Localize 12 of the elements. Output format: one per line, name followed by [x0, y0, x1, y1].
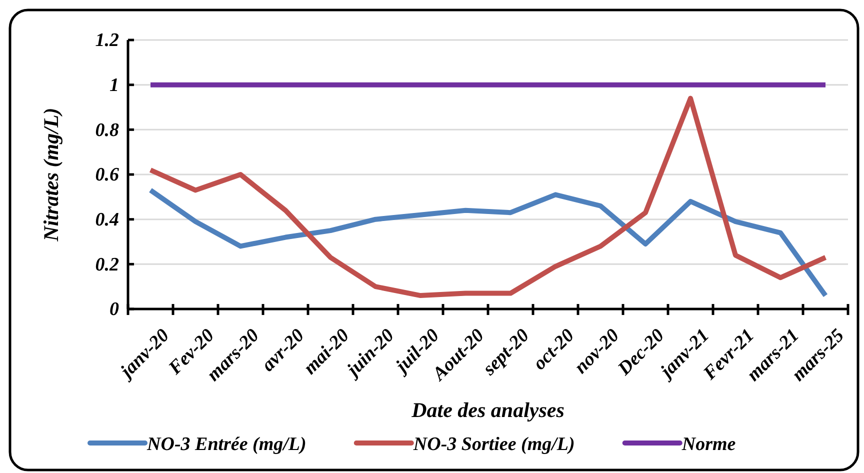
y-tick-label: 1 — [110, 74, 119, 96]
y-axis-title: Nitrates (mg/L) — [39, 108, 63, 242]
y-tick-label: 0.2 — [95, 254, 120, 276]
y-tick-label: 1.2 — [95, 30, 120, 52]
y-tick-label: 0.8 — [95, 120, 120, 141]
legend-label: NO-3 Sortiee (mg/L) — [412, 434, 575, 455]
y-tick-label: 0.4 — [95, 209, 119, 230]
x-axis-title: Date des analyses — [410, 398, 564, 422]
y-tick-label: 0.6 — [95, 164, 120, 186]
legend-label: Norme — [680, 434, 736, 455]
legend-label: NO-3 Entrée (mg/L) — [146, 434, 306, 455]
y-tick-label: 0 — [110, 299, 120, 320]
